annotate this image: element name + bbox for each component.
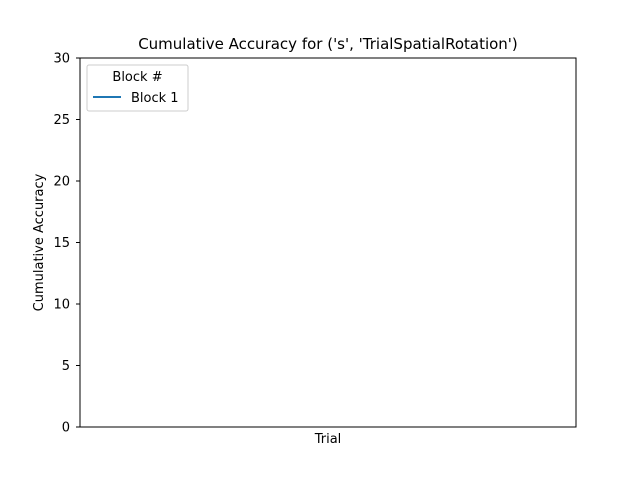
- y-tick-label: 15: [53, 236, 70, 251]
- y-tick-label: 20: [53, 175, 70, 190]
- legend: Block # Block 1: [86, 64, 189, 112]
- plot-frame: [79, 57, 577, 428]
- legend-label: Block 1: [131, 91, 179, 106]
- x-axis-label: Trial: [314, 432, 342, 447]
- y-tick-label: 25: [53, 113, 70, 128]
- legend-entries: Block 1: [93, 91, 179, 106]
- legend-frame: [86, 64, 189, 112]
- y-tick-label: 30: [53, 52, 70, 67]
- y-axis-ticks: 0 5 10 15 20 25 30: [53, 52, 80, 436]
- y-tick-label: 0: [62, 421, 70, 436]
- chart-title: Cumulative Accuracy for ('s', 'TrialSpat…: [138, 35, 518, 53]
- y-tick-label: 5: [62, 359, 70, 374]
- y-tick-label: 10: [53, 298, 70, 313]
- legend-title: Block #: [112, 70, 162, 85]
- y-axis-label: Cumulative Accuracy: [32, 173, 47, 311]
